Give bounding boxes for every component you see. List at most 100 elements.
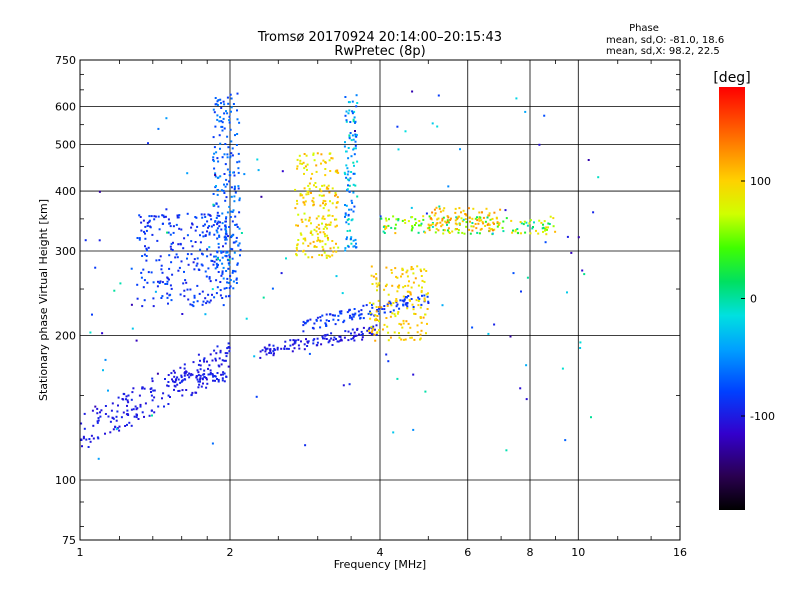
data-point [477, 222, 480, 225]
data-point [496, 225, 499, 228]
data-point [347, 245, 350, 248]
data-point [211, 373, 214, 375]
data-point [225, 231, 228, 234]
data-point [236, 133, 239, 135]
data-point [366, 329, 369, 332]
data-point [177, 378, 180, 381]
data-point [238, 242, 241, 245]
data-point [396, 285, 399, 288]
data-point [312, 339, 315, 342]
data-point [228, 346, 231, 349]
data-point [337, 319, 340, 322]
data-point [331, 202, 334, 205]
data-point [330, 157, 333, 160]
data-point [352, 118, 355, 121]
data-point [360, 330, 363, 333]
data-point [217, 364, 220, 367]
data-point [222, 266, 225, 269]
data-point [493, 228, 496, 231]
data-point [262, 296, 265, 299]
data-point [226, 277, 229, 280]
data-point [144, 225, 147, 228]
data-point [347, 170, 350, 173]
data-point [474, 223, 477, 225]
data-point [209, 299, 212, 302]
data-point [89, 331, 92, 334]
data-point [259, 350, 262, 353]
data-point [285, 257, 287, 260]
data-point [324, 203, 327, 205]
data-point [433, 214, 436, 217]
data-point [141, 305, 144, 308]
data-point [592, 211, 595, 214]
data-point [401, 268, 404, 271]
data-point [347, 330, 350, 333]
data-point [223, 173, 226, 175]
data-point [243, 173, 246, 176]
data-point [304, 165, 307, 168]
data-point [138, 214, 141, 217]
data-point [178, 214, 181, 217]
data-point [284, 345, 286, 348]
data-point [219, 349, 222, 352]
data-point [276, 346, 279, 349]
data-point [321, 314, 324, 317]
data-point [307, 193, 310, 196]
data-point [216, 264, 219, 267]
data-point [403, 299, 406, 302]
data-point [329, 247, 332, 250]
data-point [199, 359, 201, 362]
data-point [233, 251, 236, 254]
data-point [394, 223, 397, 226]
data-point [209, 253, 212, 256]
data-point [215, 292, 218, 295]
data-point [350, 171, 353, 173]
data-point [113, 289, 116, 292]
data-point [97, 417, 100, 420]
data-point [150, 409, 153, 412]
data-point [438, 207, 441, 210]
data-point [190, 240, 193, 243]
data-point [188, 376, 191, 379]
data-point [296, 199, 298, 202]
data-point [476, 216, 478, 219]
data-point [328, 214, 331, 217]
plot-frame [79, 59, 681, 541]
data-point [402, 286, 405, 289]
data-point [196, 300, 199, 303]
data-point [339, 339, 342, 342]
data-point [415, 222, 418, 224]
data-point [402, 303, 405, 306]
data-point [479, 228, 482, 231]
data-point [390, 226, 393, 229]
data-point [223, 192, 226, 194]
data-point [183, 295, 186, 298]
data-point [497, 224, 500, 226]
data-point [303, 172, 305, 175]
data-point [139, 403, 142, 406]
data-point [461, 231, 464, 234]
data-point [344, 141, 346, 144]
data-point [437, 217, 440, 220]
data-point [153, 396, 156, 399]
data-point [209, 373, 212, 376]
data-point [181, 313, 184, 315]
data-point [231, 248, 234, 251]
data-point [388, 300, 391, 303]
data-point [423, 299, 426, 302]
data-point [208, 225, 211, 228]
data-point [231, 147, 234, 150]
data-point [304, 237, 307, 240]
data-point [349, 237, 352, 240]
data-point [228, 121, 231, 124]
data-point [189, 374, 192, 377]
data-point [124, 425, 127, 427]
data-point [350, 316, 353, 319]
data-point [304, 218, 307, 221]
data-point [166, 231, 169, 234]
data-point [265, 353, 268, 356]
data-point [407, 284, 410, 287]
data-point [226, 156, 229, 159]
data-point [306, 340, 309, 343]
data-point [158, 259, 161, 262]
